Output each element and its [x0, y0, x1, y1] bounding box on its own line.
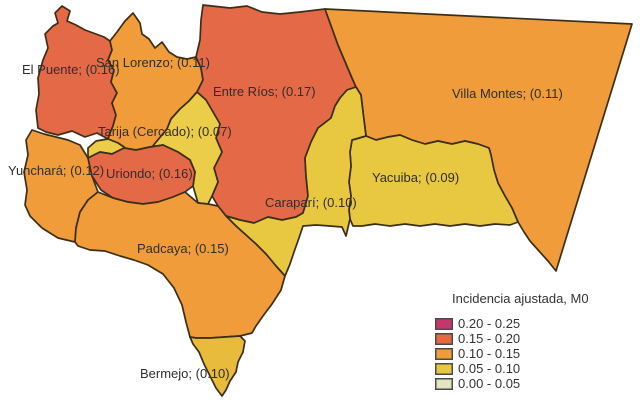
region-carapari: [225, 86, 367, 277]
label-tarija-cercado: Tarija (Cercado); (0.07): [98, 124, 232, 139]
label-villa-montes: Villa Montes; (0.11): [452, 86, 563, 101]
legend-swatch-0.20-0.25: [435, 317, 453, 330]
legend-item-label: 0.15 - 0.20: [458, 331, 521, 346]
legend-item: 0.00 - 0.05: [435, 376, 589, 391]
legend-item-label: 0.05 - 0.10: [458, 361, 521, 376]
legend-item: 0.05 - 0.10: [435, 361, 589, 376]
label-uriondo: Uriondo; (0.16): [106, 166, 193, 181]
label-padcaya: Padcaya; (0.15): [137, 241, 229, 256]
region-bermejo: [189, 335, 246, 397]
legend-swatch-0.10-0.15: [435, 347, 453, 360]
legend: Incidencia ajustada, M0 0.20 - 0.25 0.15…: [435, 291, 589, 391]
label-san-lorenzo: San Lorenzo; (0.11): [96, 55, 210, 70]
legend-item: 0.10 - 0.15: [435, 346, 589, 361]
label-yunchara: Yunchará; (0.12): [8, 163, 105, 178]
legend-item: 0.15 - 0.20: [435, 331, 589, 346]
label-yacuiba: Yacuiba; (0.09): [372, 170, 460, 185]
label-bermejo: Bermejo; (0.10): [140, 366, 230, 381]
region-padcaya: [74, 191, 286, 339]
legend-rows: 0.20 - 0.25 0.15 - 0.20 0.10 - 0.15 0.05…: [435, 316, 589, 391]
label-el-puente: El Puente; (0.16): [22, 62, 120, 77]
legend-item-label: 0.20 - 0.25: [458, 316, 521, 331]
legend-item-label: 0.10 - 0.15: [458, 346, 521, 361]
legend-swatch-0.00-0.05: [435, 377, 453, 390]
legend-swatch-0.15-0.20: [435, 332, 453, 345]
label-carapari: Caraparí; (0.10): [265, 195, 357, 210]
legend-swatch-0.05-0.10: [435, 362, 453, 375]
legend-item-label: 0.00 - 0.05: [458, 376, 521, 391]
legend-item: 0.20 - 0.25: [435, 316, 589, 331]
legend-title: Incidencia ajustada, M0: [452, 291, 589, 306]
label-entre-rios: Entre Ríos; (0.17): [213, 84, 316, 99]
